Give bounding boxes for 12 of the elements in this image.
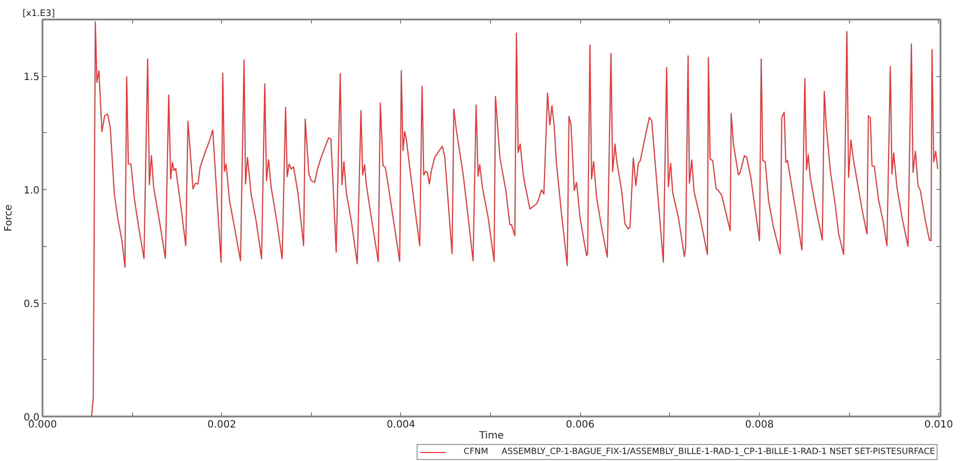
y-axis-title: Force: [4, 204, 15, 232]
x-tick-label: 0.008: [745, 420, 774, 430]
x-tick-label: 0.004: [386, 420, 416, 430]
x-tick-label: 0.006: [566, 420, 595, 430]
x-tick-label: 0.002: [207, 420, 236, 430]
y-tick-label: 1.0: [24, 186, 40, 197]
x-tick-label: 0.010: [924, 420, 954, 430]
legend-label: CFNM ASSEMBLY_CP-1-BAGUE_FIX-1/ASSEMBLY_BILLE-1-RAD-1_CP-1-BILLE-1-RAD-1 NSET SET-PISTESURFACE: [464, 447, 935, 457]
x-axis-title: Time: [478, 430, 504, 442]
y-tick-label: 1.5: [24, 72, 40, 84]
text: [x1.E3]: [22, 9, 55, 19]
y-tick-label: 0.5: [24, 299, 40, 310]
